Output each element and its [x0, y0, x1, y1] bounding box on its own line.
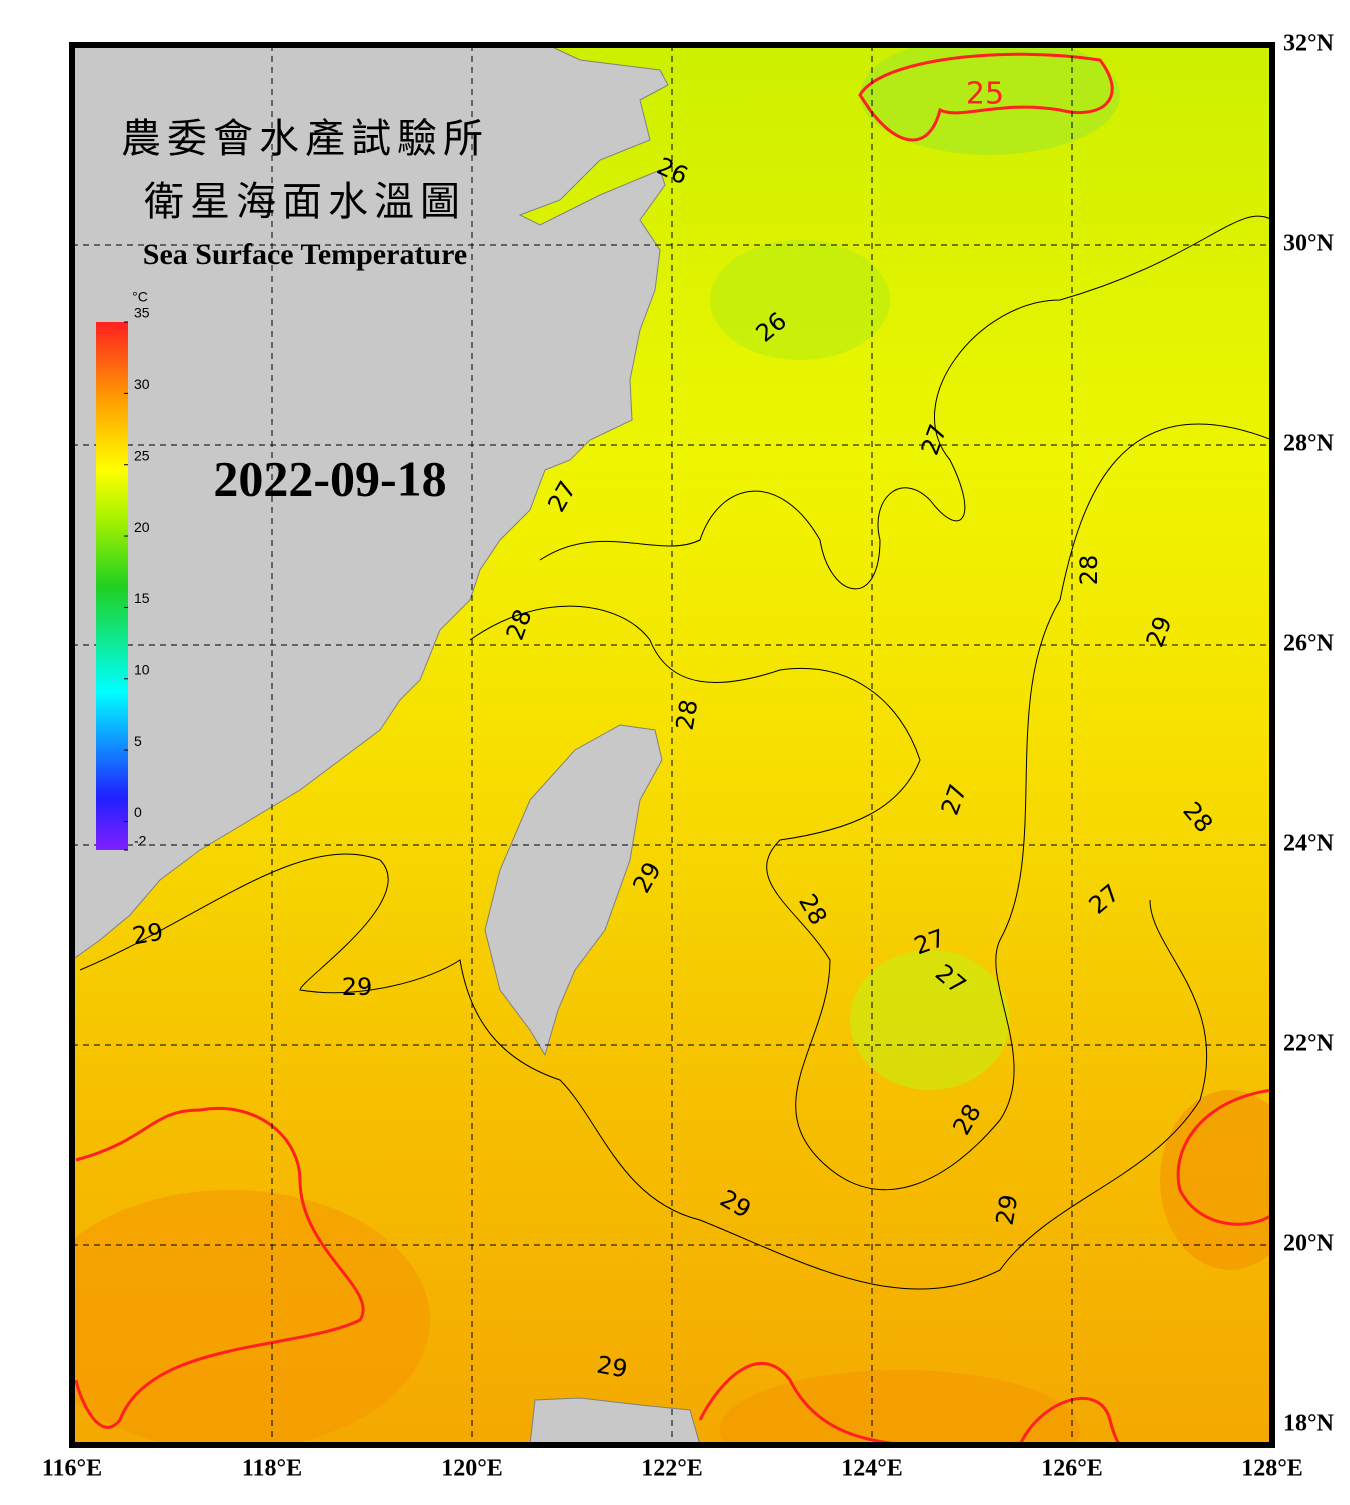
contour-label: 28 [671, 697, 704, 732]
title-zh: 農委會水產試驗所 [121, 116, 489, 162]
lat-label: 18°N [1283, 1411, 1335, 1437]
land-luzon [529, 1397, 701, 1445]
warm-patch [72, 1190, 430, 1445]
colorbar-label: 10 [134, 661, 150, 677]
colorbar-label: 20 [134, 519, 150, 535]
lon-label: 128°E [1241, 1456, 1303, 1482]
contour-label: 29 [595, 1351, 630, 1384]
graticule [72, 45, 1272, 1445]
land-china [72, 45, 669, 961]
colorbar-label: 30 [134, 376, 150, 392]
cool-patch [850, 950, 1010, 1090]
colorbar-unit: °C [132, 289, 148, 305]
contour-label: 29 [342, 973, 373, 1001]
colorbar-label: 35 [134, 305, 150, 321]
contour [469, 423, 1272, 1191]
lat-label: 26°N [1283, 631, 1335, 657]
colorbar [96, 322, 128, 850]
lat-label: 30°N [1283, 231, 1335, 257]
lon-label: 126°E [1041, 1456, 1103, 1482]
title-zh: 衛星海面水溫圖 [144, 179, 466, 225]
date: 2022-09-18 [213, 450, 446, 506]
title-en: Sea Surface Temperature [143, 238, 467, 271]
warm-patch [720, 1370, 1080, 1445]
contour-label: 29 [130, 918, 165, 951]
contours [74, 52, 1272, 1445]
lat-label: 22°N [1283, 1031, 1335, 1057]
lon-label: 120°E [441, 1456, 503, 1482]
contour [539, 215, 1272, 590]
lon-label: 118°E [242, 1456, 302, 1482]
cool-patch [860, 45, 1120, 155]
map-frame [69, 42, 1275, 1448]
contour [858, 52, 1114, 142]
warm-patch [1160, 1090, 1272, 1270]
colorbar-label: 0 [134, 804, 142, 820]
contour [698, 1361, 901, 1445]
lat-label: 32°N [1283, 31, 1335, 57]
lat-label: 20°N [1283, 1231, 1335, 1257]
contour [1018, 1396, 1122, 1445]
cool-patch [710, 240, 890, 360]
colorbar-label: 5 [134, 733, 142, 749]
contour [1176, 1088, 1272, 1226]
lon-label: 116°E [42, 1456, 102, 1482]
contour-label: 25 [966, 77, 1004, 112]
lat-label: 24°N [1283, 831, 1335, 857]
lon-label: 124°E [841, 1456, 903, 1482]
contour-label: 29 [991, 1192, 1024, 1227]
colorbar-label: -2 [134, 833, 147, 849]
contour-label: 28 [1075, 555, 1103, 586]
lon-label: 122°E [641, 1456, 703, 1482]
contour [79, 853, 1208, 1290]
contour [74, 1107, 365, 1429]
colorbar-label: 15 [134, 590, 150, 606]
land-taiwan [484, 724, 663, 1057]
colorbar-label: 25 [134, 447, 150, 463]
lat-label: 28°N [1283, 431, 1335, 457]
